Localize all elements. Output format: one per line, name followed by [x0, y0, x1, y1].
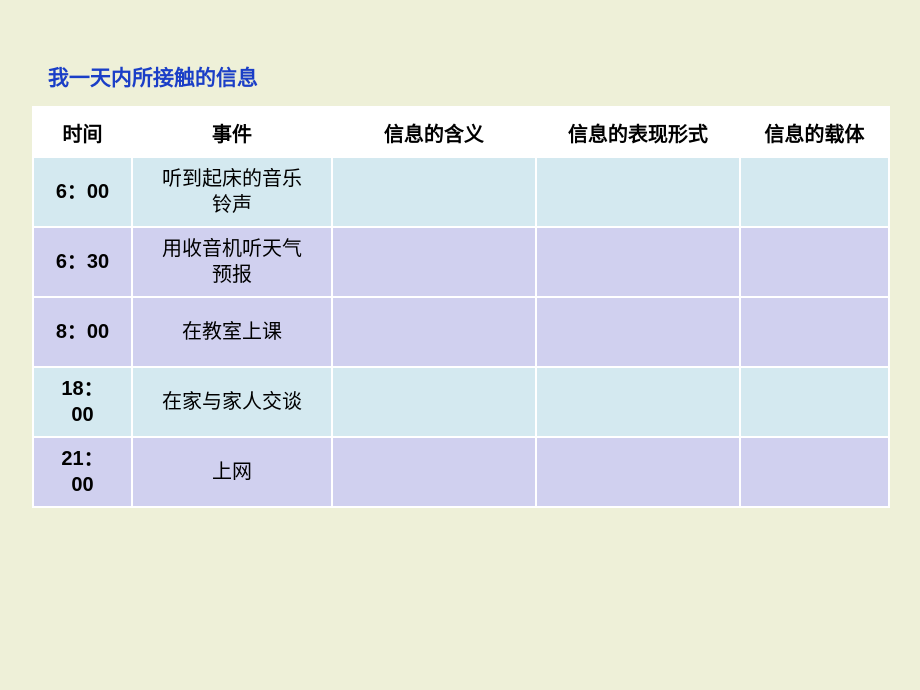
- col-header-time: 时间: [34, 108, 131, 156]
- table-row: 21：00上网: [34, 438, 888, 506]
- cell-form: [537, 228, 739, 296]
- cell-carrier: [741, 298, 888, 366]
- cell-meaning: [333, 158, 535, 226]
- cell-form: [537, 298, 739, 366]
- table-row: 6：00听到起床的音乐铃声: [34, 158, 888, 226]
- cell-time: 6：00: [34, 158, 131, 226]
- cell-form: [537, 368, 739, 436]
- cell-event: 用收音机听天气预报: [133, 228, 331, 296]
- table-row: 18：00在家与家人交谈: [34, 368, 888, 436]
- table-row: 6：30用收音机听天气预报: [34, 228, 888, 296]
- cell-time: 21：00: [34, 438, 131, 506]
- table-body: 6：00听到起床的音乐铃声6：30用收音机听天气预报8：00在教室上课18：00…: [34, 158, 888, 506]
- col-header-carrier: 信息的载体: [741, 108, 888, 156]
- cell-form: [537, 438, 739, 506]
- info-table: 时间 事件 信息的含义 信息的表现形式 信息的载体 6：00听到起床的音乐铃声6…: [32, 106, 890, 508]
- page-title: 我一天内所接触的信息: [0, 0, 920, 106]
- cell-event: 在教室上课: [133, 298, 331, 366]
- cell-event: 在家与家人交谈: [133, 368, 331, 436]
- cell-carrier: [741, 368, 888, 436]
- cell-event: 听到起床的音乐铃声: [133, 158, 331, 226]
- table-header-row: 时间 事件 信息的含义 信息的表现形式 信息的载体: [34, 108, 888, 156]
- col-header-event: 事件: [133, 108, 331, 156]
- col-header-form: 信息的表现形式: [537, 108, 739, 156]
- cell-carrier: [741, 158, 888, 226]
- cell-time: 18：00: [34, 368, 131, 436]
- cell-carrier: [741, 228, 888, 296]
- cell-form: [537, 158, 739, 226]
- table-row: 8：00在教室上课: [34, 298, 888, 366]
- col-header-meaning: 信息的含义: [333, 108, 535, 156]
- cell-event: 上网: [133, 438, 331, 506]
- cell-meaning: [333, 438, 535, 506]
- cell-meaning: [333, 368, 535, 436]
- cell-carrier: [741, 438, 888, 506]
- cell-meaning: [333, 228, 535, 296]
- cell-time: 6：30: [34, 228, 131, 296]
- cell-time: 8：00: [34, 298, 131, 366]
- cell-meaning: [333, 298, 535, 366]
